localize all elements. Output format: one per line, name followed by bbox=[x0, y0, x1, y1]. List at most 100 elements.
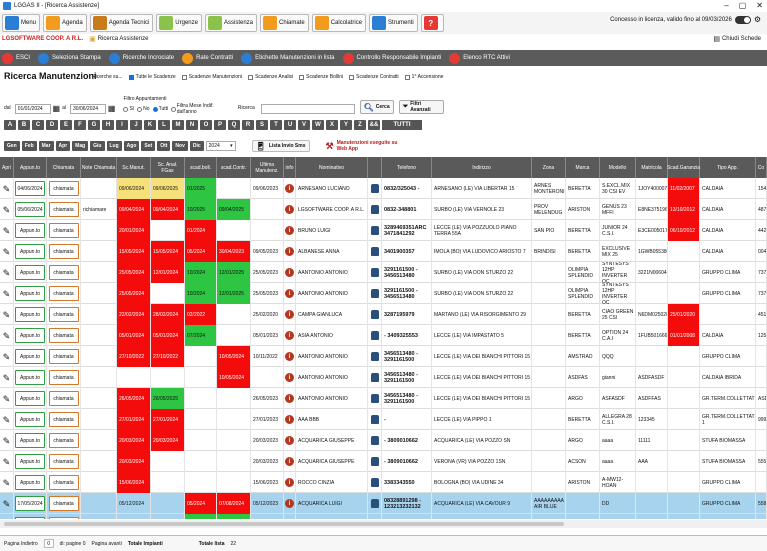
search-option[interactable]: Tutte le Scadenze bbox=[128, 74, 176, 80]
info-icon[interactable]: i bbox=[285, 289, 294, 298]
minimize-button[interactable]: – bbox=[724, 1, 729, 10]
appuntamento-button[interactable]: 04/06/2024 bbox=[15, 181, 45, 196]
action-ricerche-incrociate[interactable]: Ricerche Incrociate bbox=[108, 52, 174, 64]
letter-button[interactable]: B bbox=[18, 120, 30, 130]
pencil-icon[interactable]: ✎ bbox=[2, 183, 11, 194]
letter-button[interactable]: I bbox=[116, 120, 128, 130]
appuntamento-button[interactable]: Appun.to bbox=[15, 265, 45, 280]
letter-button[interactable]: J bbox=[130, 120, 142, 130]
settings-icon[interactable]: ⚙ bbox=[753, 15, 761, 24]
toolbar-button-strumenti[interactable]: Strumenti bbox=[369, 14, 418, 32]
person-icon[interactable] bbox=[370, 478, 379, 487]
letter-button[interactable]: W bbox=[312, 120, 324, 130]
info-icon[interactable]: i bbox=[285, 415, 294, 424]
person-icon[interactable] bbox=[370, 184, 379, 193]
letter-button[interactable]: F bbox=[74, 120, 86, 130]
filtro-option[interactable]: Sì bbox=[123, 106, 134, 112]
chiamata-button[interactable]: chiamata bbox=[48, 181, 79, 196]
next-page-button[interactable]: Pagina avanti bbox=[91, 540, 122, 547]
calendar-from-icon[interactable]: ▦ bbox=[52, 104, 61, 113]
column-header[interactable]: Zona bbox=[532, 157, 566, 178]
info-icon[interactable]: i bbox=[285, 184, 294, 193]
table-row[interactable]: ✎ 05/06/2024 chiamata richiamare 09/04/2024 0… bbox=[0, 199, 767, 220]
pencil-icon[interactable]: ✎ bbox=[2, 246, 11, 257]
filtro-radio[interactable] bbox=[171, 106, 176, 112]
column-header[interactable]: Appun.to bbox=[14, 157, 47, 178]
chiamata-button[interactable]: chiamata bbox=[48, 223, 79, 238]
letter-button[interactable]: V bbox=[298, 120, 310, 130]
filtro-option[interactable]: No bbox=[137, 106, 150, 112]
chiamata-button[interactable]: chiamata bbox=[48, 517, 79, 519]
cell-apri[interactable]: ✎ bbox=[0, 262, 14, 283]
search-input[interactable] bbox=[260, 104, 355, 114]
info-icon[interactable]: i bbox=[285, 331, 294, 340]
toolbar-button-menu[interactable]: Menu bbox=[2, 14, 41, 32]
search-option[interactable]: Scadenze Analisi bbox=[248, 74, 293, 80]
search-option[interactable]: Scadenze Bollini bbox=[299, 74, 343, 80]
column-header[interactable]: Indirizzo bbox=[432, 157, 532, 178]
cell-apri[interactable]: ✎ bbox=[0, 199, 14, 220]
chiamata-button[interactable]: chiamata bbox=[48, 349, 79, 364]
search-option-checkbox[interactable] bbox=[128, 74, 134, 80]
letter-button[interactable]: T bbox=[270, 120, 282, 130]
letter-button[interactable]: X bbox=[326, 120, 338, 130]
month-button-mar[interactable]: Mar bbox=[38, 141, 54, 151]
info-icon[interactable]: i bbox=[285, 226, 294, 235]
action-rate-contratti[interactable]: Rate Contratti bbox=[182, 52, 233, 64]
cell-apri[interactable]: ✎ bbox=[0, 346, 14, 367]
cell-apri[interactable]: ✎ bbox=[0, 451, 14, 472]
person-icon[interactable] bbox=[370, 415, 379, 424]
appuntamento-button[interactable]: Appun.to bbox=[15, 286, 45, 301]
cell-apri[interactable]: ✎ bbox=[0, 325, 14, 346]
column-header[interactable]: Chiamata bbox=[47, 157, 81, 178]
appuntamento-button[interactable]: Appun.to bbox=[15, 433, 45, 448]
letter-button[interactable]: R bbox=[242, 120, 254, 130]
column-header[interactable]: Sc.Manut. bbox=[117, 157, 151, 178]
chiamata-button[interactable]: chiamata bbox=[48, 391, 79, 406]
toolbar-button-agenda-tecnici[interactable]: Agenda Tecnici bbox=[89, 14, 154, 32]
month-button-apr[interactable]: Apr bbox=[55, 141, 71, 151]
pencil-icon[interactable]: ✎ bbox=[2, 330, 11, 341]
chiamata-button[interactable]: chiamata bbox=[48, 412, 79, 427]
letter-button[interactable]: G bbox=[88, 120, 100, 130]
toolbar-button-calcolatrice[interactable]: Calcolatrice bbox=[311, 14, 367, 32]
person-icon[interactable] bbox=[370, 247, 379, 256]
chiamata-button[interactable]: chiamata bbox=[48, 454, 79, 469]
appuntamento-button[interactable]: Appun.to bbox=[15, 223, 45, 238]
search-option[interactable]: Scadenze Manutenzioni bbox=[181, 74, 242, 80]
table-row[interactable]: ✎ Appun.to chiamata 20/03/2024 20/03/2023 i AC… bbox=[0, 451, 767, 472]
appuntamento-button[interactable]: Appun.to bbox=[15, 412, 45, 427]
filtro-radio[interactable] bbox=[152, 106, 158, 112]
chiamata-button[interactable]: chiamata bbox=[48, 202, 79, 217]
person-icon[interactable] bbox=[370, 310, 379, 319]
info-icon[interactable]: i bbox=[285, 247, 294, 256]
letter-button[interactable]: C bbox=[32, 120, 44, 130]
column-header[interactable]: Matricola bbox=[636, 157, 668, 178]
table-row[interactable]: ✎ Appun.to chiamata 26/05/2024 26/05/2025 26/… bbox=[0, 388, 767, 409]
pencil-icon[interactable]: ✎ bbox=[2, 477, 11, 488]
person-icon[interactable] bbox=[370, 205, 379, 214]
column-header[interactable]: info bbox=[284, 157, 296, 178]
action-etichette-manutenzioni-in-lista[interactable]: Etichette Manutenzioni in lista bbox=[241, 52, 335, 64]
chiamata-button[interactable]: chiamata bbox=[48, 307, 79, 322]
month-button-ott[interactable]: Ott bbox=[157, 141, 171, 151]
chiamata-button[interactable]: chiamata bbox=[48, 475, 79, 490]
table-row[interactable]: ✎ Appun.to chiamata 27/10/2022 27/10/2022 10/… bbox=[0, 346, 767, 367]
column-header[interactable]: Co bbox=[756, 157, 767, 178]
column-header[interactable]: Scad.Garanzia bbox=[667, 157, 700, 178]
month-button-feb[interactable]: Feb bbox=[21, 141, 37, 151]
table-row[interactable]: ✎ Appun.to chiamata 05/01/2024 05/01/2024 07/… bbox=[0, 325, 767, 346]
column-header[interactable]: scad.boll. bbox=[185, 157, 217, 178]
info-icon[interactable]: i bbox=[285, 394, 294, 403]
column-header[interactable]: Sc. Anal. FGas bbox=[151, 157, 185, 178]
info-icon[interactable]: i bbox=[285, 457, 294, 466]
person-icon[interactable] bbox=[370, 436, 379, 445]
letter-button[interactable]: S bbox=[256, 120, 268, 130]
month-button-lug[interactable]: Lug bbox=[106, 141, 122, 151]
table-row[interactable]: ✎ 04/06/2024 chiamata 09/06/2024 09/06/2025 0… bbox=[0, 178, 767, 199]
appuntamento-button[interactable]: 05/06/2024 bbox=[15, 202, 45, 217]
appuntamento-button[interactable]: Appun.to bbox=[15, 244, 45, 259]
pencil-icon[interactable]: ✎ bbox=[2, 393, 11, 404]
letter-button[interactable]: && bbox=[368, 120, 380, 130]
pencil-icon[interactable]: ✎ bbox=[2, 372, 11, 383]
